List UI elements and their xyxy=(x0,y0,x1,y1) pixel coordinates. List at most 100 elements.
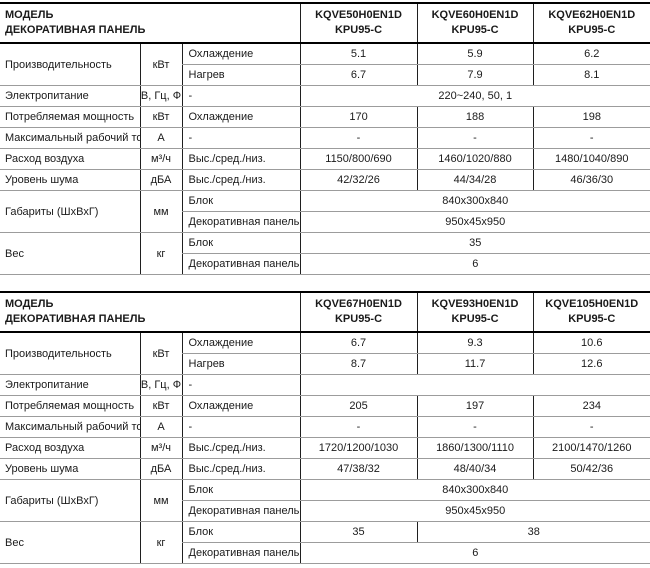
value-cell: - xyxy=(416,127,534,149)
value-cell: 1150/800/690 xyxy=(299,148,418,170)
dimensions-block-row: Габариты (ШхВхГ) мм Блок 840x300x840 xyxy=(0,190,650,233)
decorative-panel-label: ДЕКОРАТИВНАЯ ПАНЕЛЬ xyxy=(5,313,146,325)
sub-label-decorative-panel: Декоративная панель xyxy=(181,500,301,522)
value-cell: 197 xyxy=(416,395,534,417)
weight-block-row: Вес кг Блок 35 38 xyxy=(0,521,650,564)
capacity-heating-row: Нагрев 6.7 7.9 8.1 xyxy=(0,64,650,86)
panel-model-name: KPU95-C xyxy=(568,24,616,36)
value-cell: 6.7 xyxy=(299,332,418,354)
value-cell: 1460/1020/880 xyxy=(416,148,534,170)
model-name-cell: KQVE60H0EN1D KPU95-C xyxy=(416,3,534,44)
unit-cell: мм xyxy=(139,190,182,233)
model-name: KQVE62H0EN1D xyxy=(548,8,636,21)
model-name-cell: KQVE93H0EN1D KPU95-C xyxy=(416,292,534,333)
value-cell: 42/32/26 xyxy=(299,169,418,191)
value-cell: 11.7 xyxy=(416,353,534,375)
sub-label-block: Блок xyxy=(181,479,301,501)
value-cell: 8.7 xyxy=(299,353,418,375)
value-cell: 46/36/30 xyxy=(532,169,650,191)
weight-panel-row: Декоративная панель 6 xyxy=(0,542,650,564)
sub-label-cooling: Охлаждение xyxy=(181,332,301,354)
max-current-row: Максимальный рабочий ток А - - - - xyxy=(0,127,650,149)
value-cell: 44/34/28 xyxy=(416,169,534,191)
sub-label-dash: - xyxy=(181,85,301,107)
row-label-power-supply: Электропитание xyxy=(0,85,140,107)
weight-panel-row: Декоративная панель 6 xyxy=(0,253,650,275)
row-label-power-supply: Электропитание xyxy=(0,374,140,396)
row-label-noise: Уровень шума xyxy=(0,169,140,191)
unit-cell: В, Гц, Ф xyxy=(139,374,182,396)
sub-label-heating: Нагрев xyxy=(181,64,301,86)
row-label-max-current: Максимальный рабочий ток xyxy=(0,416,140,438)
value-cell: 1480/1040/890 xyxy=(532,148,650,170)
weight-block-row: Вес кг Блок 35 xyxy=(0,232,650,275)
unit-cell: мм xyxy=(139,479,182,522)
model-name-cell: KQVE62H0EN1D KPU95-C xyxy=(532,3,650,44)
power-supply-row: Электропитание В, Гц, Ф - xyxy=(0,374,650,396)
value-cell: 35 xyxy=(299,521,418,543)
consumption-row: Потребляемая мощность кВт Охлаждение 170… xyxy=(0,106,650,128)
model-name: KQVE50H0EN1D xyxy=(315,8,402,21)
sub-label-high-mid-low: Выс./сред./низ. xyxy=(181,169,301,191)
model-name: KQVE60H0EN1D xyxy=(431,8,519,21)
unit-cell: А xyxy=(139,416,182,438)
sub-label-decorative-panel: Декоративная панель xyxy=(181,211,301,233)
sub-label-high-mid-low: Выс./сред./низ. xyxy=(181,148,301,170)
unit-cell: дБА xyxy=(139,458,182,480)
row-label-capacity: Производительность xyxy=(0,43,140,86)
value-cell-span: 35 xyxy=(299,232,650,254)
value-cell: - xyxy=(416,416,534,438)
value-cell: 7.9 xyxy=(416,64,534,86)
noise-row: Уровень шума дБА Выс./сред./низ. 47/38/3… xyxy=(0,458,650,480)
value-cell-span: 220~240, 50, 1 xyxy=(299,85,650,107)
value-cell: 5.9 xyxy=(416,43,534,65)
value-cell: 5.1 xyxy=(299,43,418,65)
row-label-capacity: Производительность xyxy=(0,332,140,375)
value-cell: 1860/1300/1110 xyxy=(416,437,534,459)
value-cell-span: 38 xyxy=(416,521,650,543)
sub-label-block: Блок xyxy=(181,232,301,254)
unit-cell: кВт xyxy=(139,106,182,128)
panel-model-name: KPU95-C xyxy=(451,24,499,36)
panel-model-name: KPU95-C xyxy=(451,313,499,325)
value-cell: 12.6 xyxy=(532,353,650,375)
unit-cell: м³/ч xyxy=(139,437,182,459)
unit-cell: кВт xyxy=(139,332,182,375)
airflow-row: Расход воздуха м³/ч Выс./сред./низ. 1720… xyxy=(0,437,650,459)
row-label-airflow: Расход воздуха xyxy=(0,148,140,170)
unit-cell: кВт xyxy=(139,43,182,86)
row-label-airflow: Расход воздуха xyxy=(0,437,140,459)
value-cell-span: 840x300x840 xyxy=(299,479,650,501)
sub-label-block: Блок xyxy=(181,521,301,543)
dimensions-panel-row: Декоративная панель 950x45x950 xyxy=(0,211,650,233)
dimensions-panel-row: Декоративная панель 950x45x950 xyxy=(0,500,650,522)
panel-model-name: KPU95-C xyxy=(568,313,616,325)
value-cell-span: 950x45x950 xyxy=(299,500,650,522)
value-cell: - xyxy=(532,416,650,438)
value-cell: - xyxy=(532,127,650,149)
unit-cell: кВт xyxy=(139,395,182,417)
value-cell: 2100/1470/1260 xyxy=(532,437,650,459)
value-cell-span: 950x45x950 xyxy=(299,211,650,233)
value-cell-span xyxy=(299,374,650,396)
decorative-panel-label: ДЕКОРАТИВНАЯ ПАНЕЛЬ xyxy=(5,24,146,36)
value-cell: 10.6 xyxy=(532,332,650,354)
consumption-row: Потребляемая мощность кВт Охлаждение 205… xyxy=(0,395,650,417)
value-cell-span: 840x300x840 xyxy=(299,190,650,212)
model-label: МОДЕЛЬ xyxy=(5,297,54,310)
sub-label-high-mid-low: Выс./сред./низ. xyxy=(181,437,301,459)
row-label-weight: Вес xyxy=(0,521,140,564)
unit-cell: м³/ч xyxy=(139,148,182,170)
value-cell: 6.7 xyxy=(299,64,418,86)
row-label-weight: Вес xyxy=(0,232,140,275)
value-cell: - xyxy=(299,127,418,149)
sub-label-block: Блок xyxy=(181,190,301,212)
value-cell: 48/40/34 xyxy=(416,458,534,480)
panel-model-name: KPU95-C xyxy=(334,313,383,325)
table-header-row: МОДЕЛЬ ДЕКОРАТИВНАЯ ПАНЕЛЬ KQVE67H0EN1D … xyxy=(0,292,650,333)
unit-cell: дБА xyxy=(139,169,182,191)
model-name: KQVE105H0EN1D xyxy=(545,297,639,310)
value-cell: 205 xyxy=(299,395,418,417)
value-cell: 8.1 xyxy=(532,64,650,86)
